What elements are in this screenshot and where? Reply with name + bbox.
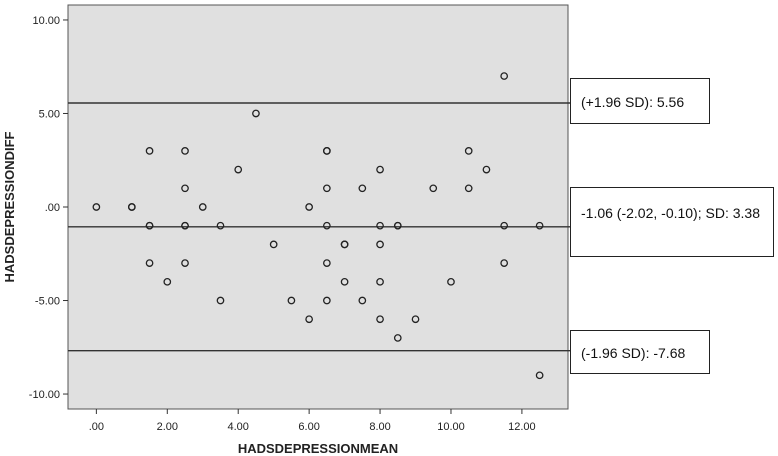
lower-limit-annotation: (-1.96 SD): -7.68 [570,330,710,374]
scatter-point [429,184,438,193]
scatter-point [181,221,189,230]
upper-limit-annotation: (+1.96 SD): 5.56 [570,78,710,124]
scatter-point [145,259,154,267]
scatter-point [323,221,331,230]
scatter-point [323,184,331,193]
scatter-point [234,165,243,174]
scatter-point [323,147,331,155]
scatter-point [376,277,384,286]
y-tick-label: 5.00 [39,108,60,120]
scatter-point [181,147,189,155]
scatter-point [376,221,384,230]
scatter-point [181,184,189,193]
scatter-point [500,259,509,267]
scatter-point [464,147,473,155]
scatter-point [216,296,225,305]
scatter-point [411,315,420,324]
scatter-point [323,259,331,267]
scatter-point [145,147,154,155]
scatter-point [305,203,313,211]
scatter-point [216,221,225,230]
scatter-point [376,165,384,174]
scatter-point [358,184,367,193]
scatter-point [145,221,154,230]
x-tick-label: 10.00 [437,421,465,433]
scatter-point [535,371,544,380]
scatter-point [198,203,207,211]
scatter-point [340,277,349,286]
x-tick-label: 12.00 [508,421,536,433]
x-tick-label: 4.00 [228,421,249,433]
scatter-point [376,315,384,324]
scatter-point [393,221,402,230]
y-tick-label: .00 [45,202,60,214]
scatter-point [500,221,509,230]
x-tick-label: 2.00 [157,421,178,433]
scatter-point [464,184,473,193]
scatter-point [376,240,384,249]
scatter-point [181,259,189,267]
y-tick-label: -10.00 [29,389,60,401]
scatter-point [127,203,136,211]
data-points [92,72,544,380]
scatter-point [482,165,491,174]
y-tick-label: 10.00 [32,15,60,27]
scatter-point [393,334,402,342]
plot-area [67,4,569,410]
y-axis-title: HADSDEPRESSIONDIFF [2,131,17,282]
y-axis: 10.00 5.00 .00 -5.00 -10.00 [29,15,68,401]
x-axis-title: HADSDEPRESSIONMEAN [238,441,398,456]
mean-difference-annotation: -1.06 (-2.02, -0.10); SD: 3.38 [570,187,774,257]
scatter-point [252,109,260,118]
y-tick-label: -5.00 [35,296,60,308]
scatter-point [340,240,349,249]
x-tick-label: .00 [89,421,104,433]
x-tick-label: 8.00 [369,421,390,433]
x-axis: .00 2.00 4.00 6.00 8.00 10.00 12.00 [89,409,536,433]
x-tick-label: 6.00 [298,421,319,433]
scatter-point [323,296,331,305]
scatter-point [305,315,313,324]
scatter-point [163,277,172,286]
scatter-point [535,221,544,230]
scatter-point [287,296,296,305]
scatter-point [500,72,509,80]
scatter-point [358,296,367,305]
scatter-point [92,203,101,211]
scatter-point [447,277,455,286]
scatter-point [269,240,278,249]
